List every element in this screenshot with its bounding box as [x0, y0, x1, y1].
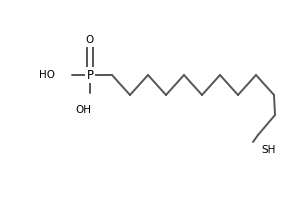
Text: O: O	[86, 35, 94, 45]
Text: HO: HO	[39, 70, 55, 80]
Text: P: P	[86, 69, 94, 82]
Text: SH: SH	[261, 145, 275, 155]
Text: OH: OH	[75, 105, 91, 115]
